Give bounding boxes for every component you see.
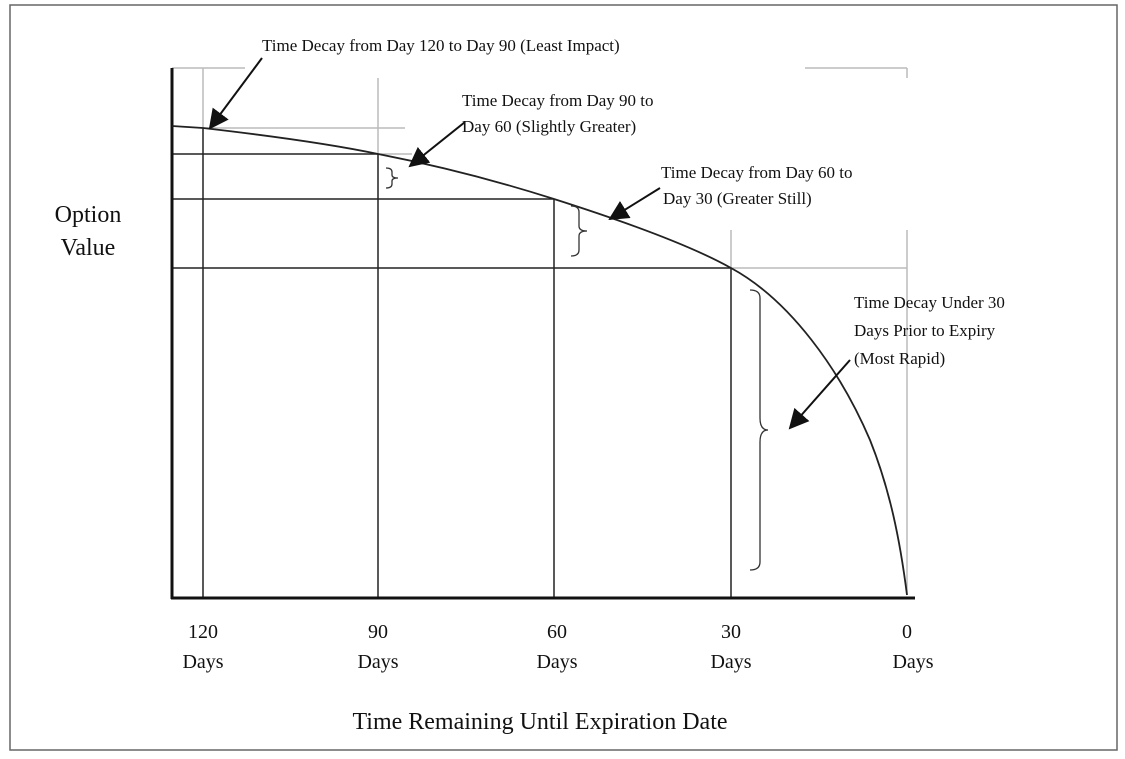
x-tick-number: 60 [547,621,567,643]
axes [170,68,915,600]
annotation: Time Decay Under 30 [854,293,1005,312]
x-tick-unit: Days [536,651,577,673]
frame [9,4,1118,751]
annotation: Day 30 (Greater Still) [663,189,812,208]
value-curve [171,125,908,596]
annotation: Day 60 (Slightly Greater) [462,117,636,136]
x-label: Time Remaining Until Expiration Date [352,709,727,735]
x-tick-unit: Days [710,651,751,673]
x-tick-number: 0 [902,621,912,643]
arrows [208,57,851,430]
annotation: Time Decay from Day 120 to Day 90 (Least… [262,36,620,55]
annotation: Days Prior to Expiry [854,321,996,340]
y-label: Option [55,202,122,228]
reference-lines [172,128,732,598]
annotation: Time Decay from Day 90 to [462,91,654,110]
x-tick-number: 30 [721,621,741,643]
x-tick-number: 120 [188,621,218,643]
annotation: Time Decay from Day 60 to [661,163,853,182]
x-tick-unit: Days [892,651,933,673]
annotation: (Most Rapid) [854,349,945,368]
braces [385,167,769,571]
x-tick-unit: Days [357,651,398,673]
y-label: Value [61,235,116,261]
guide-lines [172,67,908,595]
x-tick-unit: Days [182,651,223,673]
x-tick-number: 90 [368,621,388,643]
